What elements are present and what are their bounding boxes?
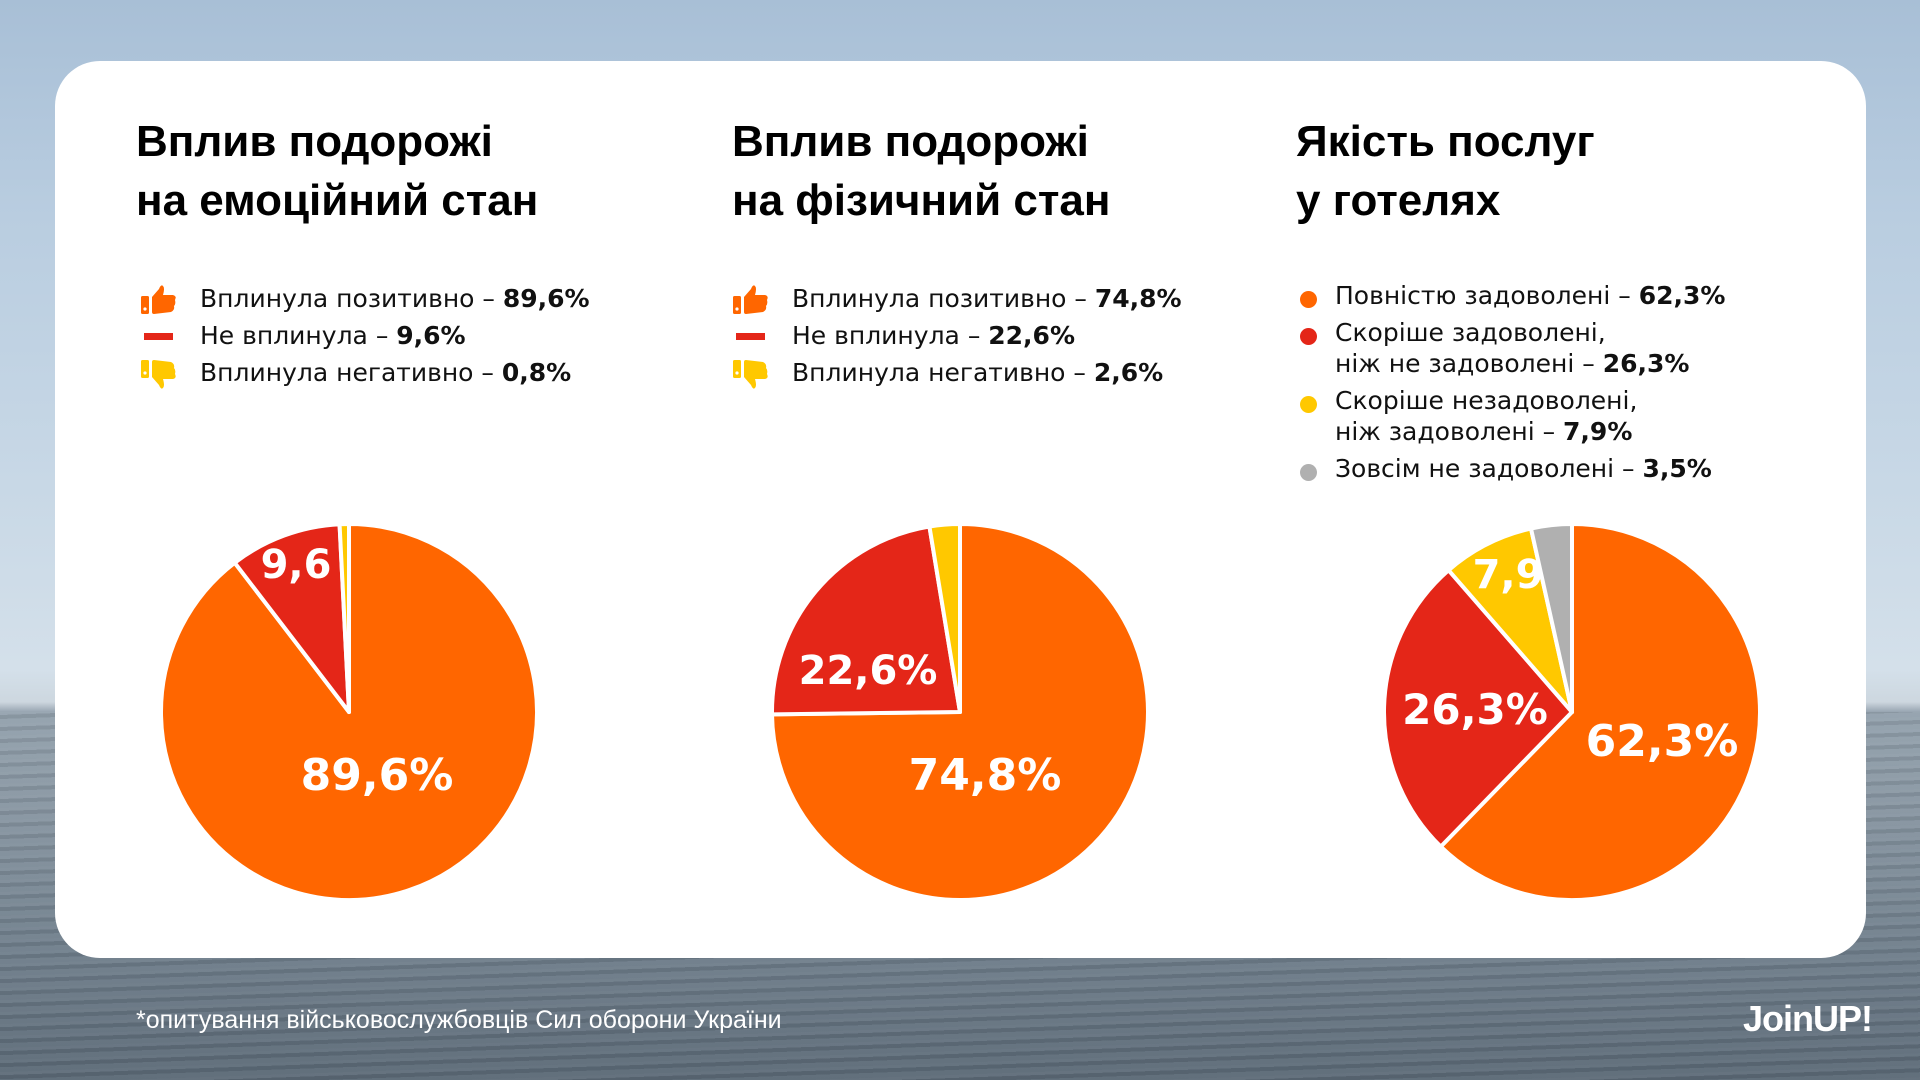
pie-slice xyxy=(1382,568,1574,849)
pie-slice xyxy=(337,521,351,714)
legend-item-none: Не вплинула – 9,6% xyxy=(141,317,590,354)
pie-slice-label: 9,6 xyxy=(261,542,332,588)
legend-label: Скоріше незадоволені, xyxy=(1335,386,1638,415)
dot-icon xyxy=(1300,328,1317,345)
dash-icon xyxy=(736,333,765,340)
chart-title-emotional: Вплив подорожі на емоційний стан xyxy=(136,112,538,230)
legend-label: ніж задоволені – xyxy=(1335,417,1564,446)
pie-slice-label: 7,9 xyxy=(1473,552,1544,598)
legend-item-negative: Вплинула негативно – 2,6% xyxy=(733,354,1182,391)
legend-label: Вплинула негативно – xyxy=(792,358,1094,387)
legend-value: 74,8% xyxy=(1094,284,1182,313)
dot-icon xyxy=(1300,464,1317,481)
legend-value: 0,8% xyxy=(501,358,572,387)
pie-slice-label: 22,6% xyxy=(799,648,938,694)
pie-slice xyxy=(232,522,351,714)
legend-physical: Вплинула позитивно – 74,8% Не вплинула –… xyxy=(733,280,1182,391)
title-line: Вплив подорожі xyxy=(732,117,1089,166)
pie-slice xyxy=(1438,522,1762,902)
joinup-logo: JoinUP! xyxy=(1743,998,1873,1039)
thumbs-down-icon xyxy=(733,360,768,389)
pie-slice xyxy=(927,522,962,714)
pie-chart-emotional: 89,6% 9,6 xyxy=(159,521,539,902)
title-line: Вплив подорожі xyxy=(136,117,493,166)
thumbs-down-icon xyxy=(141,360,176,389)
legend-label: Повністю задоволені – xyxy=(1335,281,1639,310)
title-line: на фізичний стан xyxy=(732,176,1111,225)
legend-label: Скоріше задоволені, xyxy=(1335,318,1606,347)
dot-icon xyxy=(1300,291,1317,308)
legend-label: Не вплинула – xyxy=(792,321,989,350)
dot-icon xyxy=(1300,396,1317,413)
legend-item-positive: Вплинула позитивно – 89,6% xyxy=(141,280,590,317)
legend-value: 9,6% xyxy=(396,321,466,350)
pie-slice-label: 89,6% xyxy=(301,750,454,801)
legend-item-not-satisfied: Зовсім не задоволені – 3,5% xyxy=(1300,453,1725,484)
pie-slice xyxy=(770,524,962,717)
dash-icon xyxy=(144,333,173,340)
thumbs-up-icon xyxy=(141,285,176,314)
chart-title-physical: Вплив подорожі на фізичний стан xyxy=(732,112,1110,230)
legend-item-none: Не вплинула – 22,6% xyxy=(733,317,1182,354)
legend-value: 26,3% xyxy=(1602,349,1690,378)
legend-value: 89,6% xyxy=(502,284,590,313)
legend-label: Не вплинула – xyxy=(200,321,397,350)
legend-value: 62,3% xyxy=(1638,281,1726,310)
pie-chart-hotels: 62,3% 26,3% 7,9 xyxy=(1382,522,1762,902)
pie-slice-label: 74,8% xyxy=(909,750,1062,801)
legend-value: 22,6% xyxy=(988,321,1075,350)
pie-slice-label: 62,3% xyxy=(1586,716,1739,767)
pie-chart-physical: 74,8% 22,6% xyxy=(770,522,1150,902)
legend-value: 3,5% xyxy=(1642,454,1712,483)
chart-title-hotels: Якість послуг у готелях xyxy=(1296,112,1595,230)
title-line: Якість послуг xyxy=(1296,117,1595,166)
legend-item-rather-satisfied: Скоріше задоволені, ніж не задоволені – … xyxy=(1300,317,1725,379)
pie-slice-label: 26,3% xyxy=(1402,685,1548,734)
legend-item-rather-dissatisfied: Скоріше незадоволені, ніж задоволені – 7… xyxy=(1300,385,1725,447)
title-line: у готелях xyxy=(1296,176,1501,225)
legend-item-positive: Вплинула позитивно – 74,8% xyxy=(733,280,1182,317)
thumbs-up-icon xyxy=(733,285,768,314)
title-line: на емоційний стан xyxy=(136,176,539,225)
legend-hotels: Повністю задоволені – 62,3% Скоріше задо… xyxy=(1300,280,1725,484)
legend-emotional: Вплинула позитивно – 89,6% Не вплинула –… xyxy=(141,280,590,391)
legend-label: Вплинула негативно – xyxy=(200,358,502,387)
legend-item-negative: Вплинула негативно – 0,8% xyxy=(141,354,590,391)
legend-item-fully-satisfied: Повністю задоволені – 62,3% xyxy=(1300,280,1725,311)
legend-label: Вплинула позитивно – xyxy=(792,284,1095,313)
legend-label: Вплинула позитивно – xyxy=(200,284,503,313)
legend-value: 7,9% xyxy=(1563,417,1633,446)
survey-footnote: *опитування військовослужбовців Сил обор… xyxy=(136,1006,782,1034)
pie-slice xyxy=(1528,522,1574,714)
legend-label: Зовсім не задоволені – xyxy=(1335,454,1643,483)
legend-label: ніж не задоволені – xyxy=(1335,349,1603,378)
legend-value: 2,6% xyxy=(1093,358,1164,387)
